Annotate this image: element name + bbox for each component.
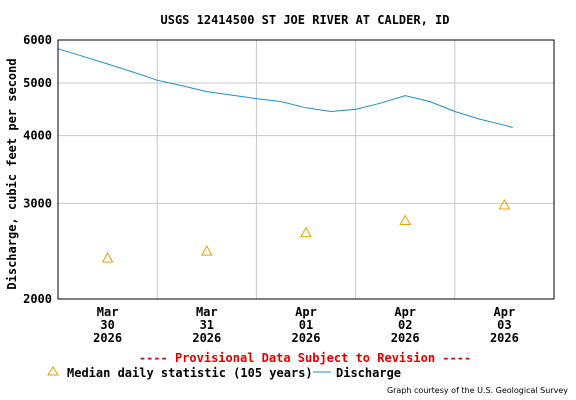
y-tick-label: 3000	[23, 196, 52, 210]
legend-label-median: Median daily statistic (105 years)	[67, 366, 313, 380]
x-tick-label: Apr	[295, 305, 317, 319]
median-statistic-point	[498, 198, 511, 210]
x-tick-label: Apr	[394, 305, 416, 319]
x-tick-label: 2026	[292, 331, 321, 345]
y-tick-label: 6000	[23, 33, 52, 47]
series-layer	[57, 48, 513, 263]
x-tick-label: 2026	[192, 331, 221, 345]
x-tick-label: Apr	[494, 305, 516, 319]
median-statistic-point	[200, 245, 213, 256]
x-axis-ticks: Mar302026Mar312026Apr012026Apr022026Apr0…	[93, 305, 519, 345]
legend: Median daily statistic (105 years) Disch…	[47, 366, 401, 380]
y-tick-label: 4000	[23, 129, 52, 143]
x-tick-label: 03	[497, 318, 511, 332]
plot-frame	[57, 39, 555, 300]
x-tick-label: 01	[299, 318, 313, 332]
x-tick-label: 2026	[490, 331, 519, 345]
median-statistic-point	[300, 226, 312, 238]
grid-layer	[58, 40, 554, 299]
x-tick-label: Mar	[97, 305, 119, 319]
x-tick-label: 2026	[93, 331, 122, 345]
provisional-notice: ---- Provisional Data Subject to Revisio…	[139, 351, 471, 365]
discharge-line	[57, 48, 513, 128]
usgs-credit: Graph courtesy of the U.S. Geological Su…	[387, 386, 568, 395]
x-tick-label: 30	[100, 318, 114, 332]
x-tick-label: Mar	[196, 305, 218, 319]
legend-label-discharge: Discharge	[336, 366, 401, 380]
y-axis-ticks: 2000 3000 4000 5000 6000	[23, 33, 52, 306]
legend-triangle-icon	[47, 366, 59, 376]
chart-title: USGS 12414500 ST JOE RIVER AT CALDER, ID	[161, 13, 450, 27]
x-tick-label: 2026	[391, 331, 420, 345]
x-tick-label: 31	[200, 318, 214, 332]
median-statistic-point	[101, 251, 114, 263]
median-statistic-point	[399, 214, 412, 226]
y-axis-label: Discharge, cubic feet per second	[5, 58, 19, 289]
x-tick-label: 02	[398, 318, 412, 332]
y-tick-label: 2000	[23, 292, 52, 306]
y-tick-label: 5000	[23, 76, 52, 90]
